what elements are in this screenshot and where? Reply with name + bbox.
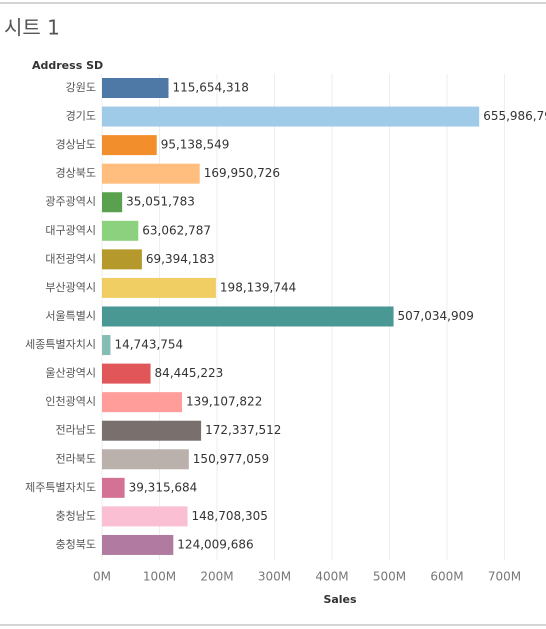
category-label: 전라남도 (56, 424, 96, 437)
category-label: 인천광역시 (45, 394, 96, 408)
bar (102, 477, 125, 498)
x-tick-label: 700M (488, 570, 521, 584)
category-label: 대전광역시 (45, 252, 96, 265)
chart-title: 시트 1 (4, 16, 60, 40)
bar (102, 106, 480, 127)
category-label: 광주광역시 (45, 195, 96, 208)
category-label: 세종특별자치시 (25, 338, 96, 351)
bar (102, 506, 188, 527)
value-label: 139,107,822 (186, 395, 262, 409)
bar (102, 135, 157, 156)
bar (102, 449, 189, 470)
category-label: 경상남도 (56, 138, 96, 151)
bar (102, 335, 111, 356)
value-label: 115,654,318 (173, 81, 249, 95)
value-label: 150,977,059 (193, 452, 269, 466)
category-label: 제주특별자치도 (25, 481, 96, 494)
bar (102, 534, 174, 555)
category-label: 전라북도 (56, 452, 96, 465)
value-label: 124,009,686 (177, 537, 253, 551)
value-label: 148,708,305 (192, 509, 268, 523)
category-label: 울산광역시 (45, 367, 96, 380)
bar (102, 363, 151, 384)
x-tick-label: 500M (373, 570, 406, 584)
x-tick-label: 0M (93, 570, 111, 584)
category-axis-title: Address SD (32, 59, 103, 72)
plot: 강원도 115,654,318 경기도 655,986,790 경상남도 95,138,5… (25, 78, 546, 555)
bar (102, 306, 394, 327)
bar (102, 392, 182, 413)
bar (102, 420, 202, 441)
value-label: 35,051,783 (126, 195, 195, 209)
value-label: 63,062,787 (142, 223, 211, 237)
value-label: 69,394,183 (146, 252, 215, 266)
value-label: 84,445,223 (155, 366, 224, 380)
category-label: 대구광역시 (45, 224, 96, 237)
x-tick-label: 400M (315, 570, 348, 584)
bar (102, 277, 216, 298)
category-label: 강원도 (66, 81, 96, 94)
bar (102, 220, 139, 241)
bar (102, 192, 123, 213)
x-tick-label: 300M (258, 570, 291, 584)
value-label: 507,034,909 (398, 309, 474, 323)
category-label: 서울특별시 (45, 309, 96, 322)
value-label: 39,315,684 (129, 480, 198, 494)
x-tick-label: 600M (430, 570, 463, 584)
category-label: 충청남도 (56, 509, 96, 522)
value-label: 14,743,754 (114, 338, 183, 352)
bar (102, 163, 200, 184)
value-label: 198,139,744 (220, 280, 296, 294)
x-axis-title: Sales (323, 593, 357, 606)
value-label: 655,986,790 (483, 109, 546, 123)
category-label: 경상북도 (56, 167, 96, 180)
category-label: 충청북도 (56, 538, 96, 551)
category-label: 부산광역시 (45, 281, 96, 294)
x-tick-label: 200M (200, 570, 233, 584)
category-label: 경기도 (66, 110, 96, 123)
bar (102, 249, 142, 270)
value-label: 95,138,549 (161, 138, 230, 152)
x-tick-label: 100M (143, 570, 176, 584)
bar (102, 78, 169, 98)
value-label: 169,950,726 (204, 166, 280, 180)
value-label: 172,337,512 (205, 423, 281, 437)
